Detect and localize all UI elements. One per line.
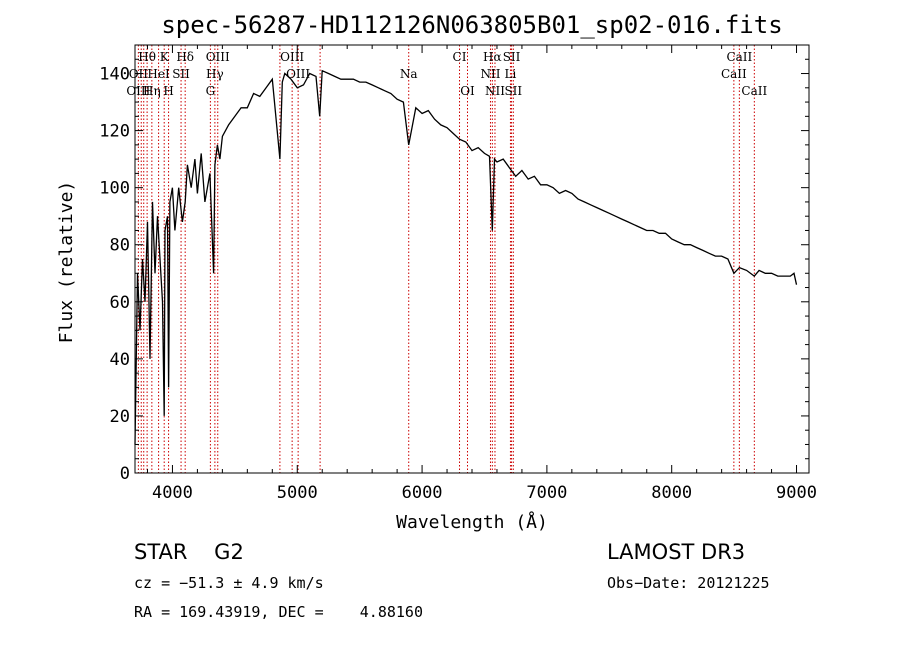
spectral-line-label: NII — [485, 84, 505, 98]
y-tick-label: 40 — [110, 350, 130, 370]
spectral-line-label: Hδ — [176, 50, 194, 64]
spectral-line-label: OII — [129, 67, 149, 81]
spectral-line-label: NII — [480, 67, 500, 81]
y-tick-label: 140 — [99, 65, 130, 85]
spectral-line-label: SII — [172, 67, 190, 81]
spectral-line-label: OIII — [286, 67, 310, 81]
spectral-line-label: CI — [453, 50, 467, 64]
spectral-line-label: OIII — [126, 84, 150, 98]
spectral-marker-lines — [137, 45, 755, 473]
spectral-line-label: HeI — [147, 67, 170, 81]
x-tick-label: 6000 — [402, 483, 443, 503]
y-tick-label: 60 — [110, 293, 130, 313]
x-tick-label: 8000 — [651, 483, 692, 503]
y-tick-label: 0 — [120, 464, 130, 484]
spectral-line-label: G — [206, 84, 216, 98]
flux-line — [134, 69, 798, 445]
spectral-line-label: Hγ — [206, 67, 224, 81]
spectral-line-label: OIII — [280, 50, 304, 64]
spectral-line-label: K — [160, 50, 170, 64]
y-tick-label: 20 — [110, 407, 130, 427]
survey-name: LAMOST DR3 — [607, 540, 746, 564]
spectral-line-label: Hη — [143, 84, 161, 98]
spectral-line-label: Hα — [483, 50, 502, 64]
x-tick-label: 4000 — [152, 483, 193, 503]
axis-ticks: 4000 5000 6000 7000 8000 9000 0 20 40 60 80 100 120 1… — [99, 45, 817, 503]
x-tick-label: 5000 — [277, 483, 318, 503]
y-tick-label: 80 — [110, 236, 130, 256]
observation-date: Obs−Date: 20121225 — [607, 574, 770, 592]
spectral-line-label: OI — [460, 84, 475, 98]
flux-series — [134, 69, 798, 445]
spectral-line-label: H — [163, 84, 173, 98]
spectral-line-label: SII — [503, 50, 521, 64]
redshift-velocity: cz = −51.3 ± 4.9 km/s — [134, 574, 324, 592]
x-tick-label: 9000 — [776, 483, 817, 503]
coordinates: RA = 169.43919, DEC = 4.88160 — [134, 603, 423, 621]
chart-title: spec-56287-HD112126N063805B01_sp02-016.f… — [161, 11, 782, 39]
y-tick-label: 120 — [99, 122, 130, 142]
spectral-line-label: Li — [505, 67, 517, 81]
y-tick-label: 100 — [99, 179, 130, 199]
spectral-line-label: CaII — [726, 50, 752, 64]
x-axis-label: Wavelength (Å) — [396, 511, 548, 533]
x-tick-label: 7000 — [526, 483, 567, 503]
object-type: STAR G2 — [134, 540, 244, 564]
spectral-line-label: Na — [400, 67, 418, 81]
spectral-line-label: OIII — [206, 50, 230, 64]
spectral-line-label: Hθ — [138, 50, 156, 64]
spectral-line-label: CaII — [721, 67, 747, 81]
spectral-line-label: SII — [504, 84, 522, 98]
spectral-line-label: CaII — [741, 84, 767, 98]
y-axis-label: Flux (relative) — [56, 181, 77, 344]
plot-frame — [134, 44, 810, 474]
